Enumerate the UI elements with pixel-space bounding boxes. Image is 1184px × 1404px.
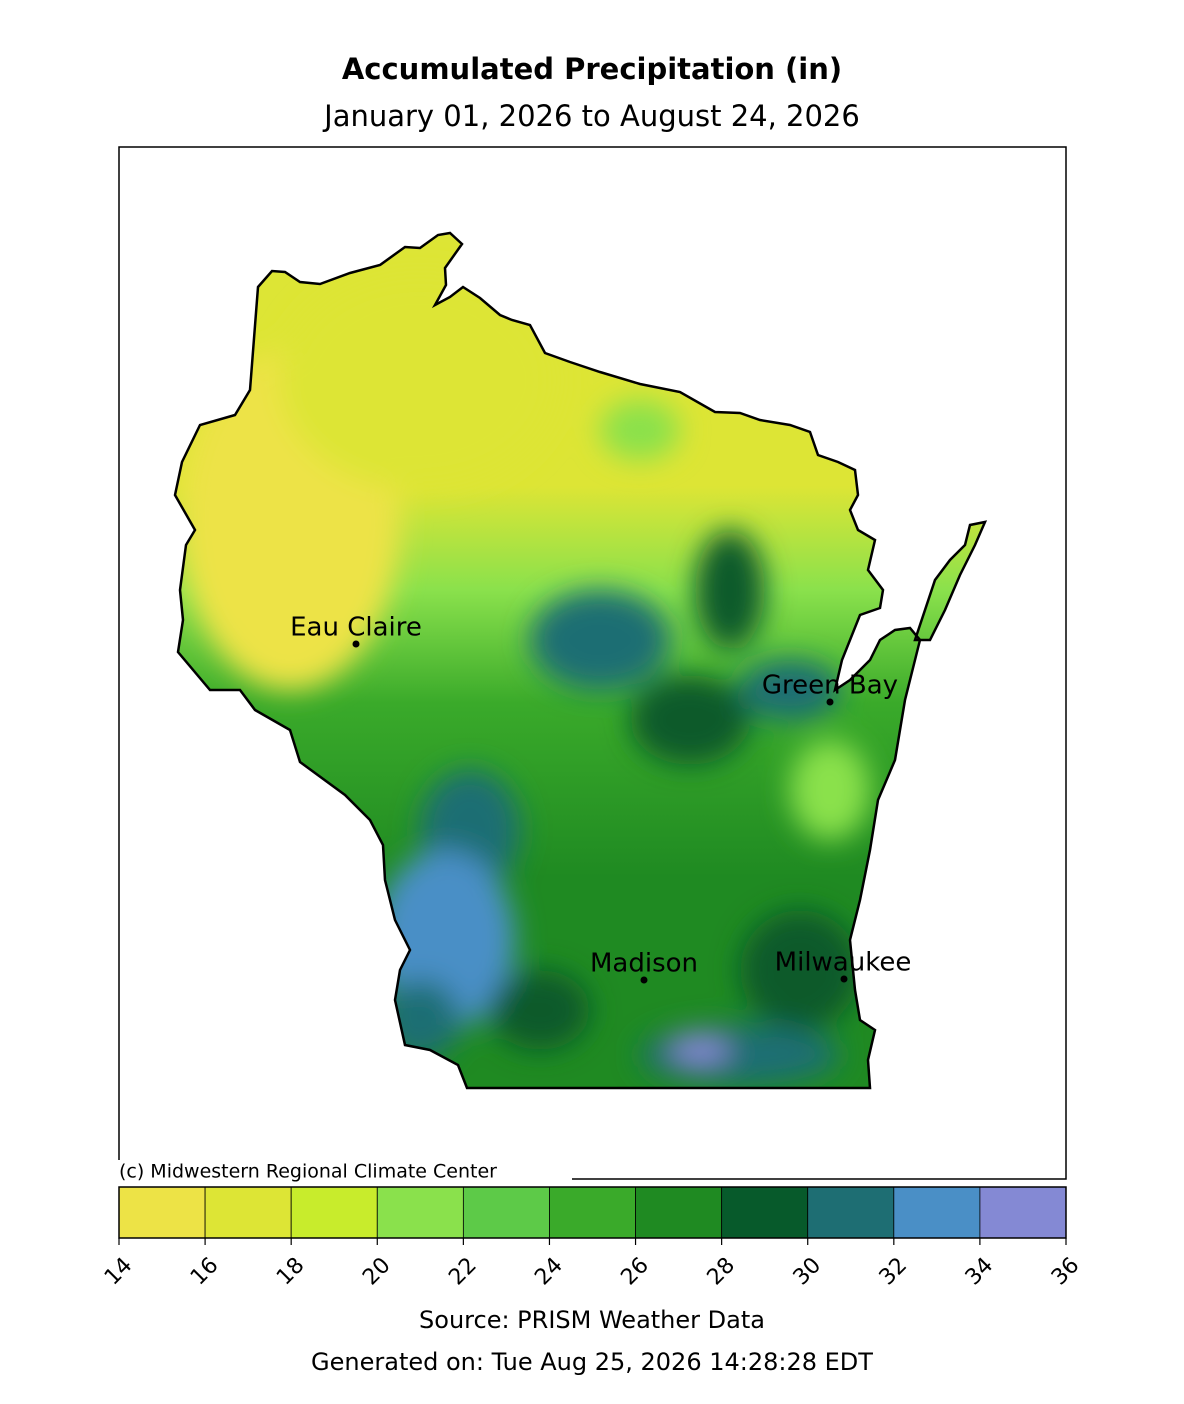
tick-label: 34 <box>961 1253 998 1290</box>
tick-label: 30 <box>789 1253 826 1290</box>
tick-label: 14 <box>100 1253 137 1290</box>
colorbar-bin <box>979 1186 1067 1239</box>
colorbar-bin <box>549 1186 636 1239</box>
source: Source: PRISM Weather Data <box>419 1306 765 1334</box>
colorbar-bin <box>462 1186 550 1239</box>
city-dot <box>352 640 360 648</box>
subtitle: January 01, 2026 to August 24, 2026 <box>322 99 860 133</box>
city-label: Madison <box>590 949 698 979</box>
city-dot <box>826 698 834 706</box>
city-label: Milwaukee <box>775 948 912 978</box>
colorbar-bin <box>376 1186 464 1239</box>
generated: Generated on: Tue Aug 25, 2026 14:28:28 … <box>311 1348 873 1376</box>
tick-label: 26 <box>616 1253 653 1290</box>
colorbar-bin <box>290 1186 378 1239</box>
tick-label: 32 <box>875 1253 912 1290</box>
colorbar-bin <box>893 1186 981 1239</box>
city-dot <box>840 975 848 983</box>
colorbar-bin <box>635 1186 723 1239</box>
colorbar-bin <box>204 1186 292 1239</box>
tick-label: 20 <box>358 1253 395 1290</box>
city-dot <box>640 976 648 984</box>
tick-label: 22 <box>444 1253 481 1290</box>
copyright-bg <box>115 1160 572 1184</box>
colorbar-bin <box>721 1186 809 1239</box>
tick-label: 28 <box>703 1253 740 1290</box>
tick-label: 18 <box>272 1253 309 1290</box>
copyright: (c) Midwestern Regional Climate Center <box>119 1161 497 1183</box>
title: Accumulated Precipitation (in) <box>342 52 842 86</box>
city-label: Green Bay <box>762 671 898 701</box>
colorbar-frame <box>118 1186 1067 1239</box>
tick-label: 36 <box>1047 1253 1084 1290</box>
cities: Eau Claire Green Bay Madison Milwaukee <box>290 613 911 984</box>
city-label: Eau Claire <box>290 613 422 643</box>
colorbar-bin <box>807 1186 895 1239</box>
colorbar-bin <box>118 1186 206 1239</box>
map-frame <box>118 146 1067 1180</box>
tick-label: 16 <box>186 1253 223 1290</box>
tick-label: 24 <box>530 1253 567 1290</box>
